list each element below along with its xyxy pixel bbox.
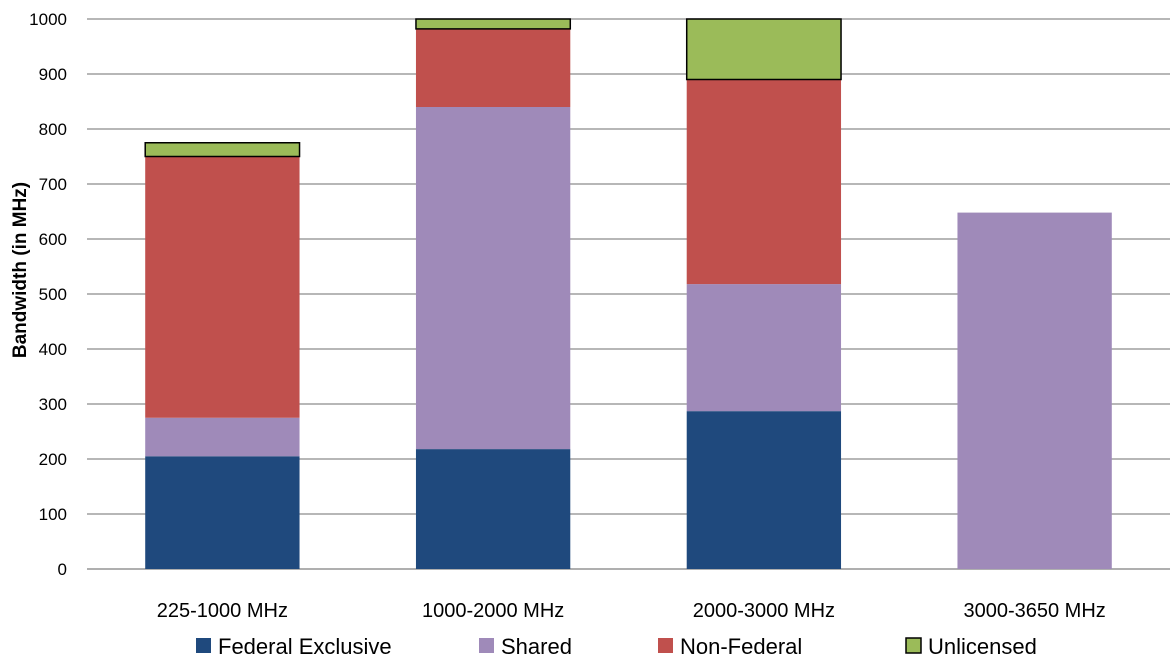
bars — [144, 18, 1112, 569]
bar-segment-non-federal — [686, 79, 842, 285]
y-tick-label: 0 — [58, 560, 67, 579]
legend-label: Unlicensed — [928, 634, 1037, 659]
bar-segment-unlicensed — [685, 18, 842, 81]
y-tick-label: 400 — [39, 340, 67, 359]
bar-segment-federal-exclusive — [145, 456, 300, 569]
y-tick-label: 200 — [39, 450, 67, 469]
y-tick-label: 1000 — [29, 10, 67, 29]
legend-label: Federal Exclusive — [218, 634, 392, 659]
y-tick-labels: 0 100 200 300 400 500 600 700 800 900 1000 — [29, 10, 67, 579]
bar-segment-unlicensed — [144, 142, 301, 158]
bar-segment-federal-exclusive — [415, 449, 571, 569]
x-category-label: 225-1000 MHz — [157, 600, 288, 622]
bar-segment-non-federal — [415, 28, 571, 107]
y-tick-label: 500 — [39, 285, 67, 304]
legend-swatch — [479, 638, 494, 653]
y-tick-label: 900 — [39, 65, 67, 84]
y-axis-label: Bandwidth (in MHz) — [10, 182, 31, 358]
legend-label: Non-Federal — [680, 634, 802, 659]
legend: Federal Exclusive Shared Non-Federal Unlice… — [196, 634, 1037, 659]
legend-label: Shared — [501, 634, 572, 659]
legend-swatch — [196, 638, 211, 653]
bar-segment-non-federal — [145, 156, 300, 418]
bar-segment-shared — [686, 284, 842, 412]
y-tick-label: 300 — [39, 395, 67, 414]
x-category-label: 2000-3000 MHz — [693, 600, 835, 622]
bar-segment-federal-exclusive — [686, 411, 842, 569]
y-tick-label: 700 — [39, 175, 67, 194]
y-tick-label: 600 — [39, 230, 67, 249]
y-tick-label: 800 — [39, 120, 67, 139]
bar-segment-shared — [415, 107, 571, 450]
x-category-label: 3000-3650 MHz — [963, 600, 1105, 622]
legend-swatch — [905, 637, 922, 654]
bar-segment-shared — [957, 212, 1112, 569]
bar-segment-unlicensed — [415, 18, 572, 30]
bar-segment-shared — [145, 417, 300, 457]
legend-swatch — [658, 638, 673, 653]
x-category-label: 1000-2000 MHz — [422, 600, 564, 622]
y-tick-label: 100 — [39, 505, 67, 524]
x-category-labels: 225-1000 MHz 1000-2000 MHz 2000-3000 MHz 30… — [157, 600, 1106, 622]
